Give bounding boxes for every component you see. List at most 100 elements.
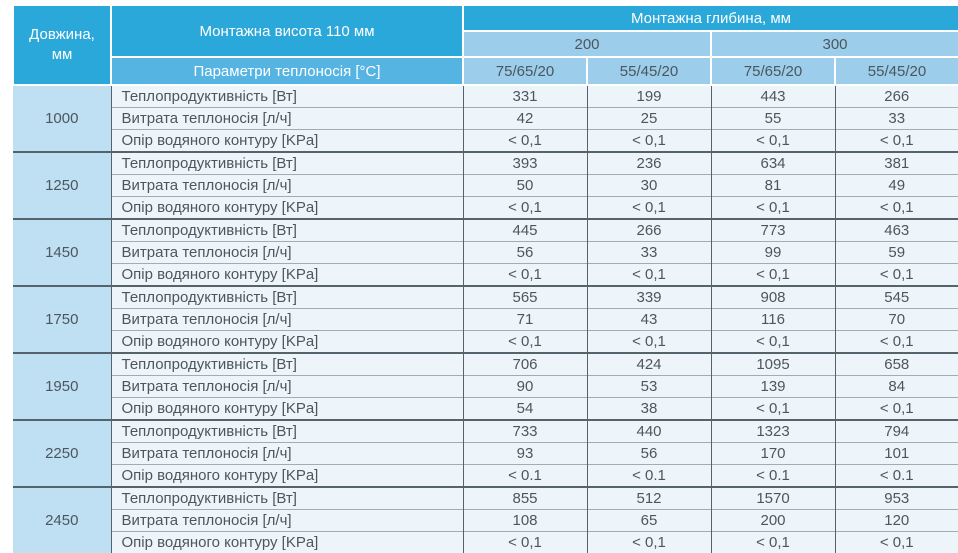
row-label: Витрата теплоносія [л/ч] <box>111 309 463 331</box>
row-label: Опір водяного контуру [KPa] <box>111 197 463 220</box>
value-cell: 139 <box>711 376 835 398</box>
row-label: Витрата теплоносія [л/ч] <box>111 510 463 532</box>
row-label: Витрата теплоносія [л/ч] <box>111 376 463 398</box>
value-cell: < 0.1 <box>463 465 587 488</box>
header-row-1: Довжина, мм Монтажна висота 110 мм Монта… <box>13 5 958 31</box>
value-cell: 120 <box>835 510 958 532</box>
value-cell: 908 <box>711 286 835 309</box>
coolant-params-header: Параметри теплоносія [°C] <box>111 57 463 85</box>
value-cell: 59 <box>835 242 958 264</box>
value-cell: < 0,1 <box>587 264 711 287</box>
value-cell: 108 <box>463 510 587 532</box>
value-cell: 1323 <box>711 420 835 443</box>
value-cell: 733 <box>463 420 587 443</box>
value-cell: 90 <box>463 376 587 398</box>
value-cell: 1570 <box>711 487 835 510</box>
regime-header-4: 55/45/20 <box>835 57 958 85</box>
row-label: Витрата теплоносія [л/ч] <box>111 175 463 197</box>
depth-300-header: 300 <box>711 31 958 57</box>
value-cell: 565 <box>463 286 587 309</box>
length-cell: 2250 <box>13 420 111 487</box>
table-header: Довжина, мм Монтажна висота 110 мм Монта… <box>13 5 958 85</box>
value-cell: < 0,1 <box>835 197 958 220</box>
value-cell: < 0,1 <box>587 532 711 553</box>
value-cell: < 0,1 <box>835 331 958 354</box>
value-cell: 170 <box>711 443 835 465</box>
length-cell: 1450 <box>13 219 111 286</box>
row-label: Опір водяного контуру [KPa] <box>111 398 463 421</box>
value-cell: 93 <box>463 443 587 465</box>
value-cell: 53 <box>587 376 711 398</box>
spec-row: Опір водяного контуру [KPa]< 0,1< 0,1< 0… <box>13 331 958 354</box>
value-cell: 116 <box>711 309 835 331</box>
value-cell: < 0,1 <box>463 197 587 220</box>
value-cell: < 0,1 <box>463 130 587 153</box>
row-label: Теплопродуктивність [Вт] <box>111 487 463 510</box>
length-column-header: Довжина, мм <box>13 5 111 85</box>
value-cell: < 0,1 <box>711 331 835 354</box>
value-cell: 54 <box>463 398 587 421</box>
value-cell: 706 <box>463 353 587 376</box>
length-cell: 1000 <box>13 85 111 152</box>
value-cell: 794 <box>835 420 958 443</box>
value-cell: 463 <box>835 219 958 242</box>
length-cell: 1250 <box>13 152 111 219</box>
value-cell: 43 <box>587 309 711 331</box>
spec-row: Опір водяного контуру [KPa]< 0,1< 0,1< 0… <box>13 130 958 153</box>
value-cell: < 0,1 <box>835 532 958 553</box>
value-cell: < 0,1 <box>463 532 587 553</box>
length-cell: 1750 <box>13 286 111 353</box>
regime-header-1: 75/65/20 <box>463 57 587 85</box>
value-cell: 443 <box>711 85 835 108</box>
row-label: Опір водяного контуру [KPa] <box>111 465 463 488</box>
value-cell: 339 <box>587 286 711 309</box>
row-label: Теплопродуктивність [Вт] <box>111 353 463 376</box>
value-cell: 101 <box>835 443 958 465</box>
value-cell: < 0,1 <box>711 264 835 287</box>
value-cell: < 0,1 <box>463 331 587 354</box>
value-cell: 381 <box>835 152 958 175</box>
regime-header-2: 55/45/20 <box>587 57 711 85</box>
value-cell: 445 <box>463 219 587 242</box>
value-cell: 236 <box>587 152 711 175</box>
value-cell: 855 <box>463 487 587 510</box>
value-cell: 38 <box>587 398 711 421</box>
row-label: Опір водяного контуру [KPa] <box>111 264 463 287</box>
value-cell: 25 <box>587 108 711 130</box>
value-cell: 99 <box>711 242 835 264</box>
value-cell: < 0,1 <box>835 398 958 421</box>
length-cell: 2450 <box>13 487 111 553</box>
spec-row: Опір водяного контуру [KPa]< 0,1< 0,1< 0… <box>13 264 958 287</box>
value-cell: 331 <box>463 85 587 108</box>
value-cell: 266 <box>835 85 958 108</box>
row-label: Опір водяного контуру [KPa] <box>111 130 463 153</box>
value-cell: 33 <box>835 108 958 130</box>
value-cell: 71 <box>463 309 587 331</box>
value-cell: 49 <box>835 175 958 197</box>
value-cell: < 0.1 <box>587 465 711 488</box>
radiator-spec-table: Довжина, мм Монтажна висота 110 мм Монта… <box>12 4 958 553</box>
value-cell: < 0.1 <box>835 465 958 488</box>
value-cell: < 0,1 <box>835 130 958 153</box>
depth-200-header: 200 <box>463 31 711 57</box>
row-label: Теплопродуктивність [Вт] <box>111 286 463 309</box>
value-cell: 50 <box>463 175 587 197</box>
regime-header-3: 75/65/20 <box>711 57 835 85</box>
value-cell: 773 <box>711 219 835 242</box>
value-cell: 266 <box>587 219 711 242</box>
value-cell: 42 <box>463 108 587 130</box>
value-cell: 1095 <box>711 353 835 376</box>
row-label: Теплопродуктивність [Вт] <box>111 219 463 242</box>
spec-row: Опір водяного контуру [KPa]< 0,1< 0,1< 0… <box>13 532 958 553</box>
value-cell: < 0,1 <box>835 264 958 287</box>
